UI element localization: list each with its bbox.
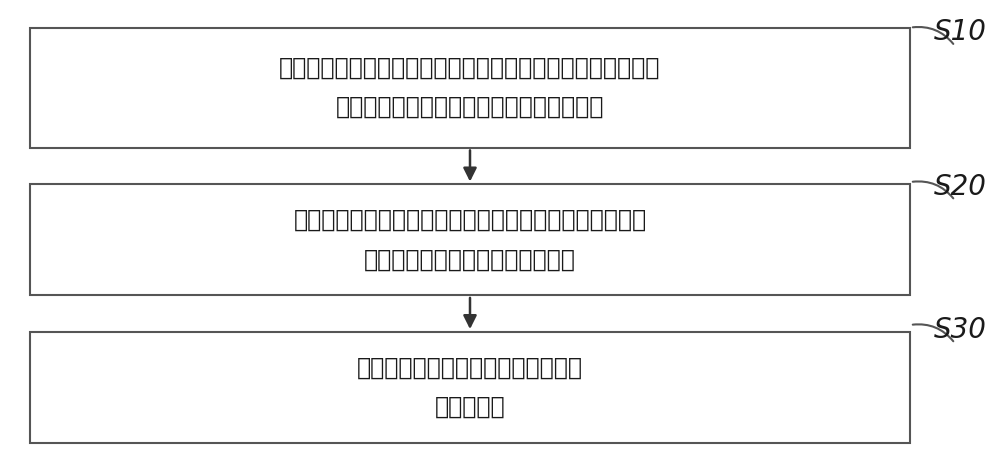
FancyBboxPatch shape xyxy=(30,332,910,443)
Text: 根据所述关系模型确定并联电容器组
的合闸电流: 根据所述关系模型确定并联电容器组 的合闸电流 xyxy=(357,355,583,419)
FancyBboxPatch shape xyxy=(30,28,910,148)
Text: 分别建立所述同期暂态电容器电流以及所述非同期暂态电
容器电流与初相角之间的关系模型: 分别建立所述同期暂态电容器电流以及所述非同期暂态电 容器电流与初相角之间的关系模… xyxy=(293,208,647,272)
Text: S10: S10 xyxy=(934,18,986,46)
FancyArrowPatch shape xyxy=(913,27,953,44)
FancyArrowPatch shape xyxy=(913,325,953,341)
Text: S20: S20 xyxy=(934,173,986,201)
Text: 基于电网参数确定并联电容器组同期合闸的同期暂态电容器电
流以及非同期合闸的非同期暂态电容器电流: 基于电网参数确定并联电容器组同期合闸的同期暂态电容器电 流以及非同期合闸的非同期… xyxy=(279,56,661,119)
Text: S30: S30 xyxy=(934,316,986,343)
FancyBboxPatch shape xyxy=(30,184,910,295)
FancyArrowPatch shape xyxy=(913,182,953,198)
